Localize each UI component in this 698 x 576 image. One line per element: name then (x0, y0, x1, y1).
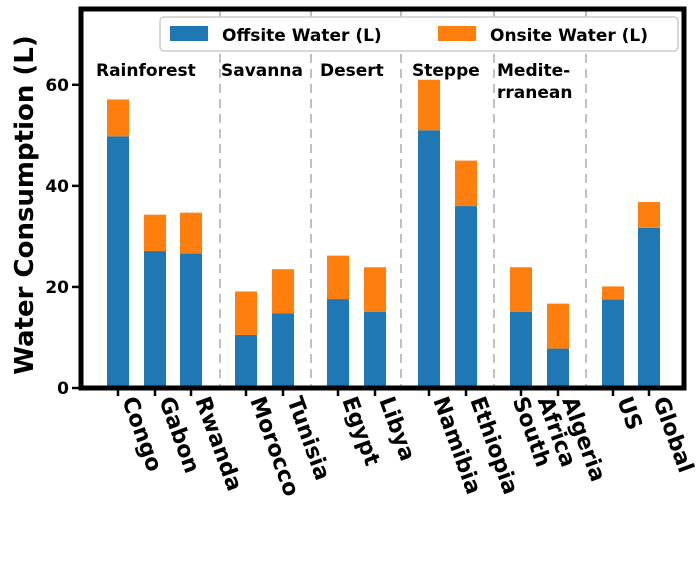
bar-offsite-9 (510, 311, 532, 388)
bar-onsite-7 (418, 79, 440, 131)
group-dividers (219, 9, 587, 388)
legend: Offsite Water (L) Onsite Water (L) (159, 16, 679, 52)
legend-swatch (170, 26, 208, 41)
legend-box (159, 16, 679, 52)
bar-offsite-3 (235, 334, 257, 388)
bar-offsite-8 (455, 206, 477, 388)
bar-onsite-10 (547, 303, 569, 349)
bar-onsite-8 (455, 160, 477, 207)
bar-offsite-0 (107, 136, 129, 388)
bar-offsite-12 (638, 227, 660, 388)
group-label: Rainforest (96, 61, 196, 81)
bar-offsite-1 (144, 251, 166, 388)
bar-offsite-2 (180, 253, 202, 388)
bar-onsite-1 (144, 214, 166, 252)
bar-onsite-9 (510, 267, 532, 312)
bar-onsite-3 (235, 291, 257, 335)
bar-offsite-4 (272, 313, 294, 388)
y-tick-label: 60 (45, 76, 69, 96)
bar-offsite-11 (602, 299, 624, 388)
y-tick-label: 20 (45, 278, 69, 298)
group-label: Savanna (221, 61, 303, 81)
bar-onsite-4 (272, 269, 294, 314)
bar-onsite-12 (638, 202, 660, 228)
bar-onsite-11 (602, 286, 624, 300)
bar-series (107, 79, 660, 388)
bar-onsite-6 (364, 267, 386, 312)
group-label: Desert (320, 61, 384, 81)
legend-label: Onsite Water (L) (490, 26, 648, 46)
group-labels: Rainforest Savanna Desert Steppe Medite-rran… (96, 61, 572, 103)
bar-offsite-5 (327, 299, 349, 388)
bar-onsite-0 (107, 99, 129, 137)
y-tick-label: 40 (45, 177, 69, 197)
group-label: Steppe (412, 61, 480, 81)
x-tick-label: US (611, 394, 646, 434)
bar-onsite-2 (180, 212, 202, 254)
y-axis-label: Water Consumption (L) (10, 35, 40, 374)
y-axis: 0 20 40 60 (45, 76, 81, 399)
x-tick-label: Rwanda (189, 394, 246, 495)
group-label: Medite-rranean (497, 61, 572, 103)
bar-offsite-10 (547, 348, 569, 388)
legend-swatch (438, 26, 476, 41)
bar-onsite-5 (327, 255, 349, 300)
x-tick-label: Global (647, 394, 697, 477)
legend-label: Offsite Water (L) (222, 26, 382, 46)
bar-offsite-7 (418, 130, 440, 388)
plot-frame (78, 6, 687, 391)
y-tick-label: 0 (57, 379, 69, 399)
bar-offsite-6 (364, 311, 386, 388)
